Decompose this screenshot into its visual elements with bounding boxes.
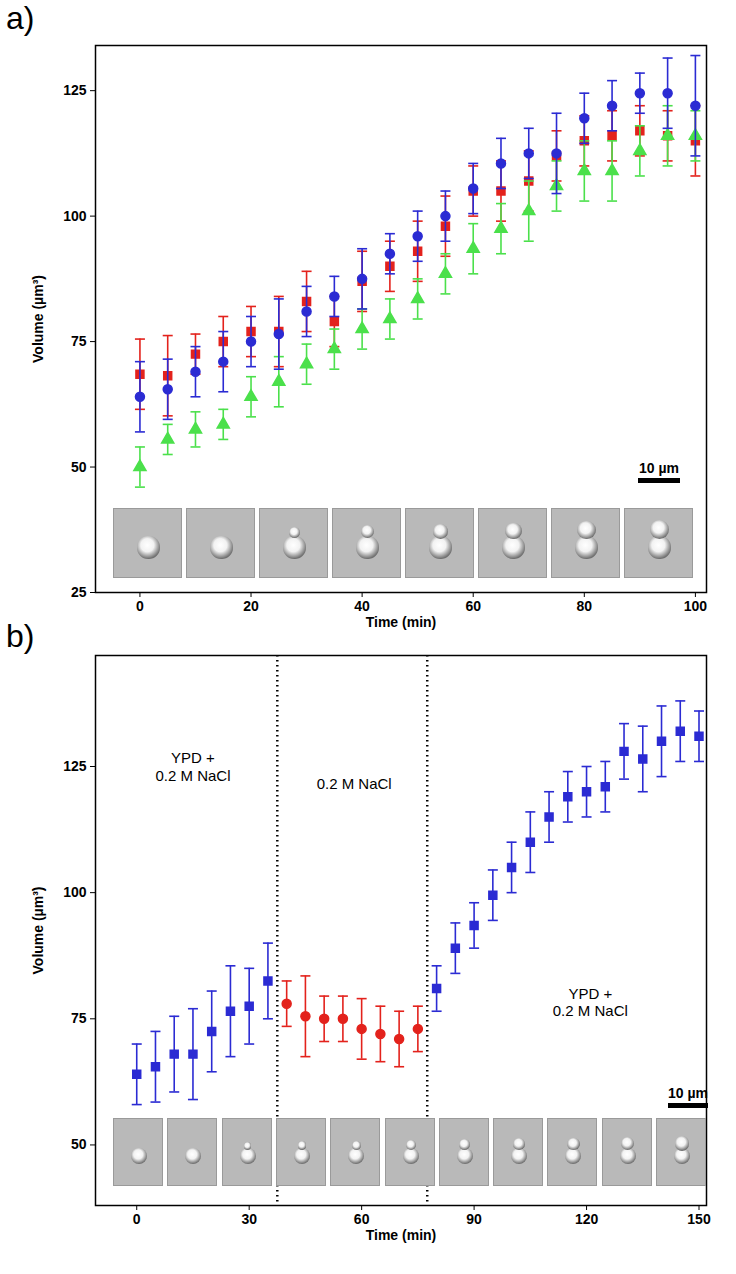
svg-text:90: 90 bbox=[466, 1211, 482, 1227]
svg-text:Time (min): Time (min) bbox=[366, 614, 437, 630]
svg-text:150: 150 bbox=[687, 1211, 711, 1227]
svg-text:0.2 M NaCl: 0.2 M NaCl bbox=[317, 775, 392, 792]
svg-text:YPD +0.2 M NaCl: YPD +0.2 M NaCl bbox=[155, 749, 230, 783]
svg-text:YPD +0.2 M NaCl: YPD +0.2 M NaCl bbox=[553, 985, 628, 1019]
svg-text:50: 50 bbox=[71, 459, 87, 475]
svg-text:Time (min): Time (min) bbox=[366, 1227, 437, 1243]
svg-text:120: 120 bbox=[575, 1211, 599, 1227]
html-text:a): a) bbox=[6, 0, 35, 36]
svg-text:30: 30 bbox=[241, 1211, 257, 1227]
svg-text:40: 40 bbox=[354, 598, 370, 614]
svg-text:75: 75 bbox=[71, 1010, 87, 1026]
svg-text:125: 125 bbox=[63, 758, 87, 774]
svg-text:100: 100 bbox=[63, 208, 87, 224]
svg-text:75: 75 bbox=[71, 333, 87, 349]
svg-text:60: 60 bbox=[465, 598, 481, 614]
html-text:b): b) bbox=[6, 618, 35, 654]
html-text:10 µm: 10 µm bbox=[668, 1085, 708, 1101]
svg-text:0: 0 bbox=[136, 598, 144, 614]
html-text:10 µm: 10 µm bbox=[639, 460, 679, 476]
svg-text:20: 20 bbox=[243, 598, 259, 614]
svg-text:125: 125 bbox=[63, 82, 87, 98]
svg-text:Volume (µm³): Volume (µm³) bbox=[30, 887, 46, 975]
svg-text:25: 25 bbox=[71, 584, 87, 600]
svg-text:100: 100 bbox=[684, 598, 708, 614]
svg-text:50: 50 bbox=[71, 1136, 87, 1152]
svg-text:80: 80 bbox=[577, 598, 593, 614]
svg-text:60: 60 bbox=[354, 1211, 370, 1227]
svg-text:Volume (µm³): Volume (µm³) bbox=[30, 275, 46, 363]
svg-text:0: 0 bbox=[133, 1211, 141, 1227]
svg-text:100: 100 bbox=[63, 884, 87, 900]
